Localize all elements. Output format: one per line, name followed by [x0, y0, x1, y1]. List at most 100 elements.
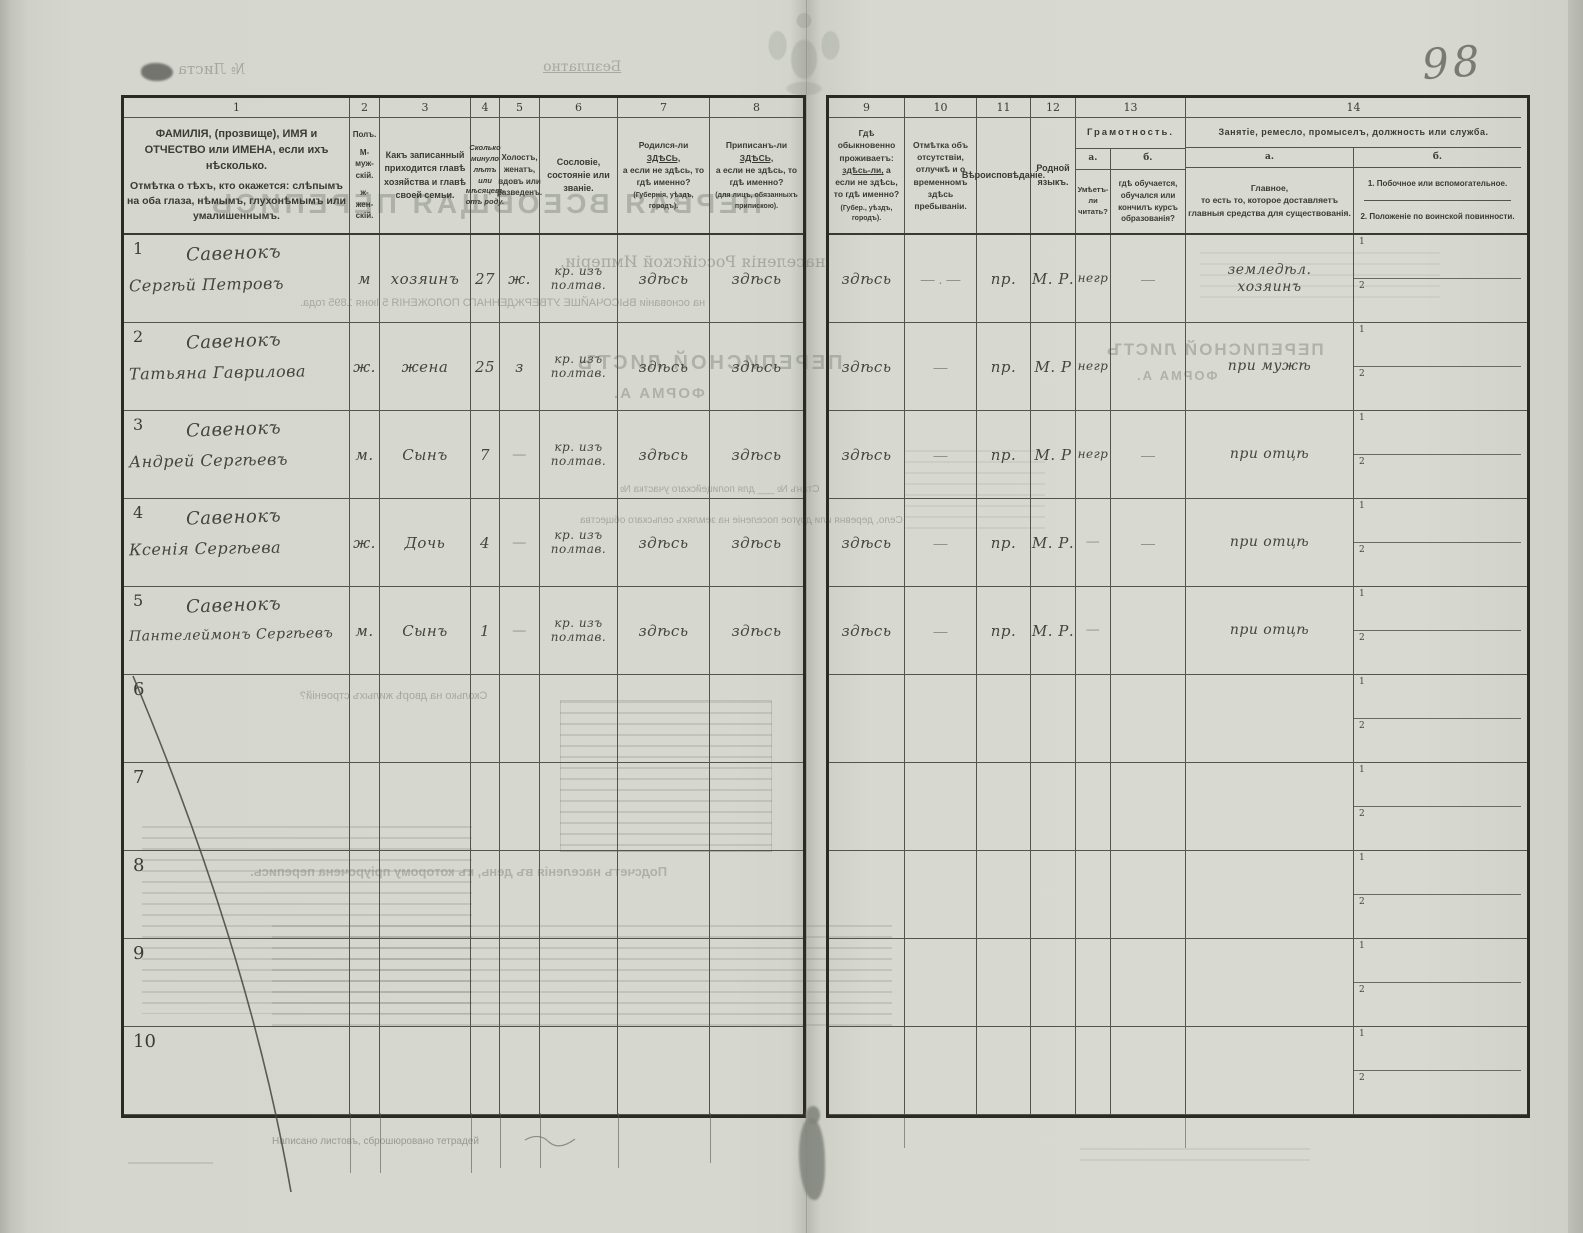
cell-sex: м: [350, 235, 380, 322]
header-sex: Полъ. М-муж-скій. ж-жен-скій.: [350, 118, 380, 233]
cell-estate: кр. изъ полтав.: [540, 235, 618, 322]
name-handwriting: Татьяна Гаврилова: [128, 361, 307, 384]
header-occupation-main: Главное, то есть то, которое доставляетъ…: [1186, 168, 1354, 233]
cell-born: здѣсь: [618, 587, 710, 674]
cell-school: [1111, 763, 1186, 850]
header-registered-pre: Приписанъ-ли: [725, 140, 788, 151]
table-left: 1 2 3 4 5 6 7 8 ФАМИЛІЯ, (прозвище), ИМЯ…: [121, 95, 806, 1118]
cell-registered: здѣсь: [731, 357, 782, 376]
cell-side-occupation: 1 2: [1354, 587, 1521, 674]
cell-registered: здѣсь: [731, 445, 782, 464]
cell-school: [1111, 851, 1186, 938]
col-number: 9: [829, 98, 905, 118]
cell-side-occupation: 1 2: [1354, 675, 1521, 762]
cell-residence: [829, 1027, 905, 1114]
rule-overshoot: [540, 1113, 541, 1168]
sub-label-1: 1: [1359, 325, 1365, 335]
cell-language: М. Р.: [1031, 235, 1076, 322]
sub-label-2: 2: [1359, 809, 1365, 819]
sub-label-1: 1: [1359, 413, 1365, 423]
cell-school: [1111, 587, 1186, 674]
header-relation: Какъ записанный приходится главѣ хозяйст…: [380, 118, 471, 233]
col-number: 10: [905, 98, 977, 118]
header-literacy-body: Умѣетъ-ли читать? гдѣ обучается, обучалс…: [1076, 170, 1185, 233]
cell-registered: здѣсь: [731, 621, 782, 640]
table-left-body: 1 Савенокъ Сергѣй Петровъ м хозяинъ 27 ж…: [124, 235, 803, 1115]
cell-name: 5 Савенокъ Пантелеймонъ Сергѣевъ: [124, 587, 350, 674]
header-occupation-title: Занятіе, ремесло, промыселъ, должность и…: [1186, 118, 1521, 148]
cell-language: М. Р.: [1031, 499, 1076, 586]
cell-school: [1111, 939, 1186, 1026]
cell-occupation: [1186, 1027, 1354, 1114]
rule-overshoot: [618, 1113, 619, 1168]
cell-religion: пр.: [977, 235, 1031, 322]
cell-absence: [905, 763, 977, 850]
side-occupation-sub2: 2: [1354, 279, 1521, 323]
cell-school: —: [1111, 411, 1186, 498]
cell-occupation: при отцѣ: [1186, 499, 1354, 586]
page-number: 98: [1420, 35, 1486, 90]
table-row: 8: [124, 851, 803, 939]
cell-registered: [710, 675, 803, 762]
table-row: 5 Савенокъ Пантелеймонъ Сергѣевъ м. Сынъ…: [124, 587, 803, 675]
cell-relation: [380, 851, 471, 938]
header-occupation-main-2: то есть то, которое доставляетъ главныя …: [1188, 195, 1351, 218]
header-residence-line1: Гдѣ обыкновенно проживаетъ:: [837, 127, 896, 163]
table-row: здѣсь — пр. М. Р. — при отцѣ 1 2: [829, 587, 1527, 675]
cell-language: [1031, 1027, 1076, 1114]
header-residence-mid: а если не здѣсь, то гдѣ именно?: [833, 164, 900, 200]
table-row: 3 Савенокъ Андрей Сергѣевъ м. Сынъ 7 — к…: [124, 411, 803, 499]
cell-occupation: [1186, 939, 1354, 1026]
cell-age: 1: [471, 587, 500, 674]
table-row: 10: [124, 1027, 803, 1115]
header-row-left: ФАМИЛІЯ, (прозвище), ИМЯ и ОТЧЕСТВО или …: [124, 118, 803, 235]
cell-name: 8: [124, 851, 350, 938]
rule-overshoot: [710, 1113, 711, 1163]
table-row: 1 2: [829, 851, 1527, 939]
cell-relation: Сынъ: [380, 411, 471, 498]
cell-name: 4 Савенокъ Ксенія Сергѣева: [124, 499, 350, 586]
table-right-body: здѣсь — . — пр. М. Р. негр — земледѣл. х…: [829, 235, 1527, 1115]
right-page: [808, 0, 1570, 1233]
letter-b: б.: [1143, 153, 1153, 164]
cell-residence: здѣсь: [829, 323, 905, 410]
cell-residence: [829, 851, 905, 938]
cell-born: [618, 939, 710, 1026]
cell-occupation: [1186, 851, 1354, 938]
header-residence-here: здѣсь-ли,: [842, 164, 884, 175]
cell-age: [471, 763, 500, 850]
cell-sex: [350, 675, 380, 762]
cell-side-occupation: 1 2: [1354, 1027, 1521, 1114]
cell-registered: здѣсь: [731, 269, 782, 288]
letter-b: б.: [1432, 151, 1443, 162]
cell-born: [618, 763, 710, 850]
cell-born: здѣсь: [618, 411, 710, 498]
side-occupation-sub2: 2: [1354, 455, 1521, 499]
cell-reads: [1076, 675, 1111, 762]
col-number: 8: [710, 98, 803, 118]
cell-registered: [710, 763, 803, 850]
cell-marital: —: [500, 499, 540, 586]
cell-sex: [350, 1027, 380, 1114]
cell-language: [1031, 763, 1076, 850]
header-age: Сколько минуло лѣтъ или мѣсяцевъ отъ род…: [466, 118, 504, 233]
side-occupation-sub1: 1: [1354, 1027, 1521, 1071]
cell-sex: м.: [350, 411, 380, 498]
side-occupation-sub1: 1: [1354, 411, 1521, 455]
header-occupation-letters: а. б.: [1186, 147, 1521, 168]
cell-estate: [540, 939, 618, 1026]
header-occupation-body: Главное, то есть то, которое доставляетъ…: [1186, 168, 1521, 233]
cell-language: М. Р: [1031, 323, 1076, 410]
cell-religion: пр.: [977, 587, 1031, 674]
sub-label-2: 2: [1359, 1073, 1365, 1083]
table-row: 1 2: [829, 939, 1527, 1027]
header-sex-female: ж-жен-скій.: [355, 188, 374, 221]
cell-age: 25: [471, 323, 500, 410]
cell-residence: здѣсь: [829, 499, 905, 586]
table-row: здѣсь — . — пр. М. Р. негр — земледѣл. х…: [829, 235, 1527, 323]
header-residence: Гдѣ обыкновенно проживаетъ: здѣсь-ли, а …: [829, 118, 905, 233]
cell-name: 9: [124, 939, 350, 1026]
cell-occupation: [1186, 675, 1354, 762]
cell-age: [471, 851, 500, 938]
